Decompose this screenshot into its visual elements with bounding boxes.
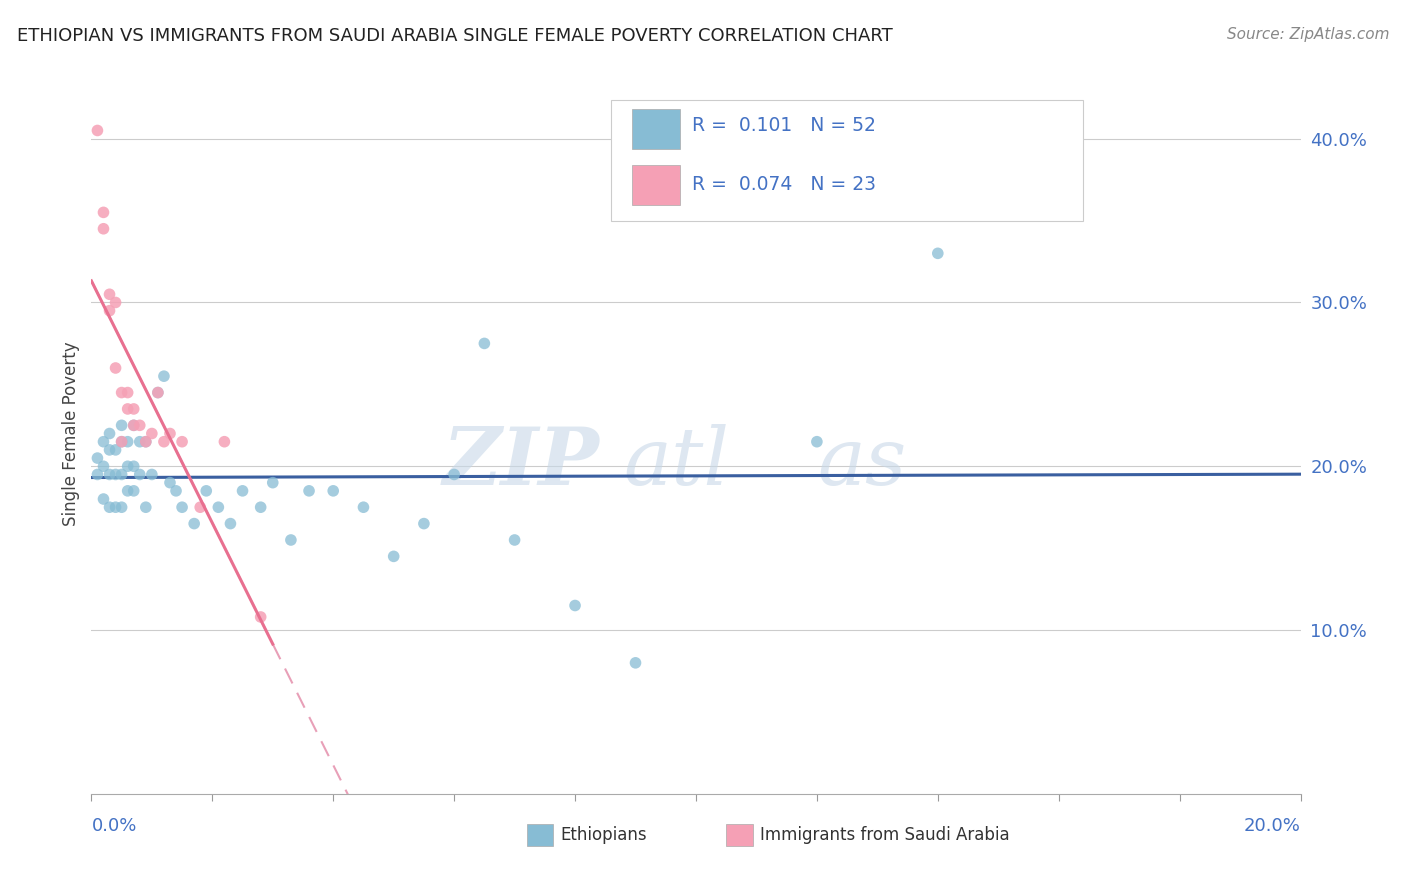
Point bbox=[135, 434, 157, 449]
Text: R =  0.074   N = 23: R = 0.074 N = 23 bbox=[692, 176, 876, 194]
Point bbox=[122, 418, 145, 433]
Text: 20.0%: 20.0% bbox=[1244, 817, 1301, 836]
Point bbox=[93, 459, 115, 474]
Point bbox=[159, 426, 181, 441]
Point bbox=[117, 385, 139, 400]
Point bbox=[172, 500, 194, 515]
Point bbox=[104, 295, 127, 310]
Point bbox=[195, 483, 218, 498]
Point bbox=[98, 303, 121, 318]
Point bbox=[122, 401, 145, 416]
Point bbox=[472, 336, 495, 351]
Point bbox=[122, 459, 145, 474]
Point bbox=[128, 467, 150, 482]
Point bbox=[111, 434, 132, 449]
Point bbox=[146, 385, 169, 400]
Point bbox=[122, 418, 145, 433]
Point bbox=[135, 434, 157, 449]
Point bbox=[128, 418, 150, 433]
Bar bbox=[725, 824, 752, 846]
Point bbox=[135, 500, 157, 515]
Point bbox=[249, 500, 271, 515]
FancyBboxPatch shape bbox=[612, 100, 1083, 221]
Point bbox=[104, 361, 127, 376]
Point bbox=[624, 656, 647, 670]
Point bbox=[104, 500, 127, 515]
Point bbox=[98, 467, 121, 482]
Text: Ethiopians: Ethiopians bbox=[561, 826, 647, 844]
Text: Source: ZipAtlas.com: Source: ZipAtlas.com bbox=[1226, 27, 1389, 42]
Point bbox=[111, 500, 132, 515]
Point bbox=[183, 516, 205, 531]
Point bbox=[98, 287, 121, 301]
Point bbox=[111, 418, 132, 433]
Point bbox=[111, 467, 132, 482]
Point bbox=[93, 434, 115, 449]
Point bbox=[86, 123, 108, 137]
Point bbox=[159, 475, 181, 490]
Text: Immigrants from Saudi Arabia: Immigrants from Saudi Arabia bbox=[761, 826, 1010, 844]
Point bbox=[104, 467, 127, 482]
Bar bbox=[631, 109, 681, 149]
Point bbox=[141, 467, 163, 482]
Point bbox=[280, 533, 302, 547]
Y-axis label: Single Female Poverty: Single Female Poverty bbox=[62, 342, 80, 525]
Point bbox=[117, 401, 139, 416]
Point bbox=[122, 483, 145, 498]
Point bbox=[231, 483, 253, 498]
Point bbox=[153, 434, 176, 449]
Point bbox=[207, 500, 229, 515]
Point bbox=[117, 459, 139, 474]
Point bbox=[93, 491, 115, 506]
Point bbox=[322, 483, 344, 498]
Point bbox=[141, 426, 163, 441]
Point bbox=[352, 500, 374, 515]
Text: 0.0%: 0.0% bbox=[91, 817, 136, 836]
Point bbox=[806, 434, 828, 449]
Point bbox=[98, 500, 121, 515]
Point bbox=[249, 610, 271, 624]
Point bbox=[172, 434, 194, 449]
Text: as: as bbox=[817, 424, 905, 501]
Point bbox=[564, 599, 586, 613]
Point bbox=[93, 205, 115, 219]
Point bbox=[413, 516, 436, 531]
Point bbox=[298, 483, 321, 498]
Point bbox=[443, 467, 465, 482]
Point bbox=[98, 442, 121, 457]
Point bbox=[262, 475, 284, 490]
Bar bbox=[631, 165, 681, 205]
Point bbox=[146, 385, 169, 400]
Point bbox=[927, 246, 949, 260]
Point bbox=[111, 434, 132, 449]
Point bbox=[503, 533, 526, 547]
Point bbox=[219, 516, 242, 531]
Text: atl: atl bbox=[623, 424, 730, 501]
Point bbox=[188, 500, 211, 515]
Point bbox=[153, 369, 176, 384]
Point bbox=[98, 426, 121, 441]
Text: ETHIOPIAN VS IMMIGRANTS FROM SAUDI ARABIA SINGLE FEMALE POVERTY CORRELATION CHAR: ETHIOPIAN VS IMMIGRANTS FROM SAUDI ARABI… bbox=[17, 27, 893, 45]
Bar bbox=[527, 824, 554, 846]
Text: ZIP: ZIP bbox=[443, 424, 599, 501]
Point bbox=[86, 451, 108, 466]
Point bbox=[165, 483, 187, 498]
Point bbox=[93, 221, 115, 235]
Point bbox=[128, 434, 150, 449]
Point bbox=[214, 434, 236, 449]
Point bbox=[382, 549, 405, 564]
Point bbox=[86, 467, 108, 482]
Point bbox=[111, 385, 132, 400]
Point bbox=[117, 434, 139, 449]
Point bbox=[117, 483, 139, 498]
Point bbox=[104, 442, 127, 457]
Text: R =  0.101   N = 52: R = 0.101 N = 52 bbox=[692, 116, 876, 136]
